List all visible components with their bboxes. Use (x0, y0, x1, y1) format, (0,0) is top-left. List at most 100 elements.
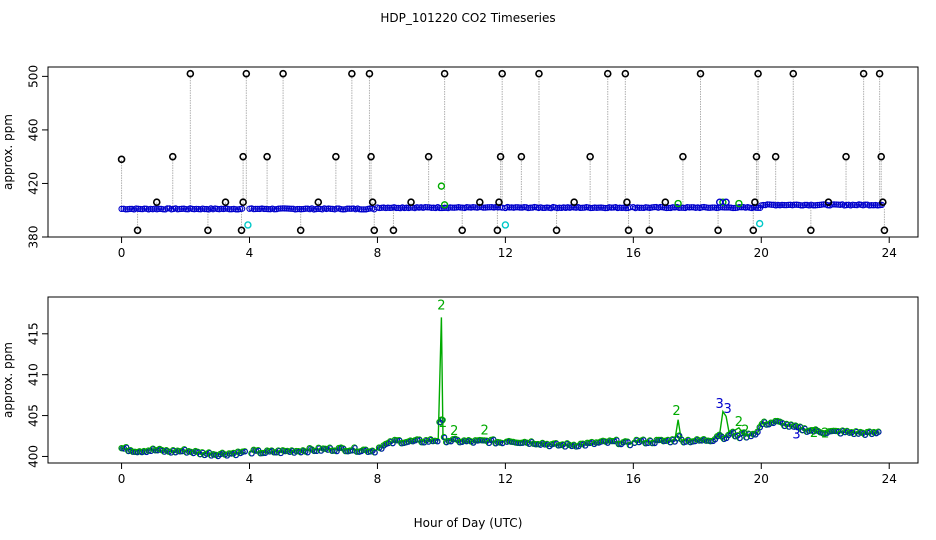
level1-point (302, 205, 309, 212)
level1-point (465, 204, 473, 211)
level-annotation: 2 (439, 416, 447, 431)
level1-point (229, 451, 235, 457)
level1-point (159, 206, 167, 213)
level1-point (814, 201, 821, 209)
level2-point (719, 198, 727, 206)
level-annotation: 3 (724, 402, 732, 417)
level1-point (539, 204, 546, 212)
level-annotation: 2 (810, 426, 818, 441)
level1-point (344, 205, 351, 212)
panel-bottom-frame (47, 296, 919, 464)
level2-point (735, 199, 743, 208)
level1-point (616, 204, 623, 211)
raw-spike-point (493, 226, 502, 235)
level1-point (527, 204, 534, 211)
level1-point (488, 437, 495, 444)
level1-point (791, 201, 798, 208)
level1-point (755, 429, 761, 435)
level1-point (287, 205, 295, 212)
level-annotation: 2 (735, 415, 743, 430)
raw-spike-point (133, 226, 142, 235)
raw-spike-point (239, 152, 247, 161)
level1-point (271, 206, 278, 213)
panel-top-y-tick-label: 500 (27, 65, 41, 88)
level1-point (260, 205, 268, 213)
raw-spike-point (221, 198, 230, 206)
level1-point (242, 449, 248, 455)
level1-point (737, 435, 743, 442)
raw-spike-point (645, 226, 654, 235)
raw-spike-point (875, 69, 884, 78)
level1-point (602, 204, 609, 212)
level1-point (780, 201, 788, 209)
level1-point (766, 201, 773, 208)
level1-point (835, 201, 842, 208)
panel-top-y-tick-label: 460 (27, 118, 41, 141)
level1-point (135, 205, 142, 212)
panel-bottom-x-tick-label: 0 (118, 472, 126, 486)
raw-spike-point (621, 69, 630, 78)
level1-point (558, 442, 564, 449)
level1-point (851, 201, 858, 209)
level1-point (874, 202, 881, 209)
flagged-point (755, 219, 764, 228)
panel-top-y-tick-label: 380 (27, 226, 41, 249)
raw-spike-point (367, 152, 375, 161)
level1-point (285, 205, 293, 212)
level1-point (677, 433, 683, 439)
level1-point (436, 204, 443, 212)
level1-point (768, 201, 775, 208)
level1-point (709, 204, 716, 211)
raw-spike-point (517, 152, 526, 161)
panel-bottom-x-tick-label: 20 (754, 472, 769, 486)
level1-point (193, 205, 200, 212)
raw-spike-point (879, 198, 887, 206)
panel-top-x-tick-label: 0 (118, 246, 126, 260)
level2-point (437, 182, 446, 190)
level1-point (810, 202, 817, 209)
raw-spike-point (332, 152, 340, 161)
raw-spike-point (824, 198, 833, 206)
chart-title: HDP_101220 CO2 Timeseries (380, 11, 555, 25)
raw-spike-point (424, 152, 433, 161)
level1-point (296, 205, 303, 213)
level1-point (832, 201, 840, 208)
level1-point (239, 205, 246, 212)
level1-point (760, 201, 767, 209)
level1-point (275, 205, 282, 212)
raw-spike-point (807, 226, 815, 235)
level1-point (638, 204, 645, 211)
level1-point (378, 204, 385, 211)
level1-point (675, 204, 683, 211)
level1-point (486, 204, 493, 211)
level1-point (189, 205, 196, 213)
level1-point (608, 204, 615, 211)
level-annotation: 2 (672, 404, 680, 419)
level-annotation: 2 (480, 423, 488, 438)
level1-point (294, 205, 301, 213)
level1-point (797, 202, 804, 209)
panel-top-y-label: approx. ppm (1, 114, 15, 190)
raw-spike-point (242, 69, 251, 78)
level1-point (451, 204, 458, 211)
raw-spike-point (365, 69, 374, 78)
level-annotation: 2 (741, 423, 749, 438)
level1-point (480, 204, 487, 211)
raw-spike-point (771, 152, 780, 161)
panel-top-y-axis: 380 420 460 500 (27, 65, 48, 249)
level1-point (435, 438, 441, 445)
level1-point (141, 205, 148, 212)
level1-point (764, 201, 771, 208)
x-axis-label: Hour of Day (UTC) (414, 516, 523, 530)
raw-spike-point (496, 152, 505, 161)
level1-point (122, 206, 129, 213)
level1-point (279, 205, 286, 212)
level-annotation: 3 (792, 427, 800, 442)
level1-point (665, 204, 672, 212)
raw-spike-point (603, 69, 612, 78)
level1-point (439, 417, 445, 423)
raw-spike-point (751, 198, 759, 206)
level1-point (298, 206, 305, 213)
flagged-point (501, 221, 510, 229)
level1-point (556, 204, 563, 211)
